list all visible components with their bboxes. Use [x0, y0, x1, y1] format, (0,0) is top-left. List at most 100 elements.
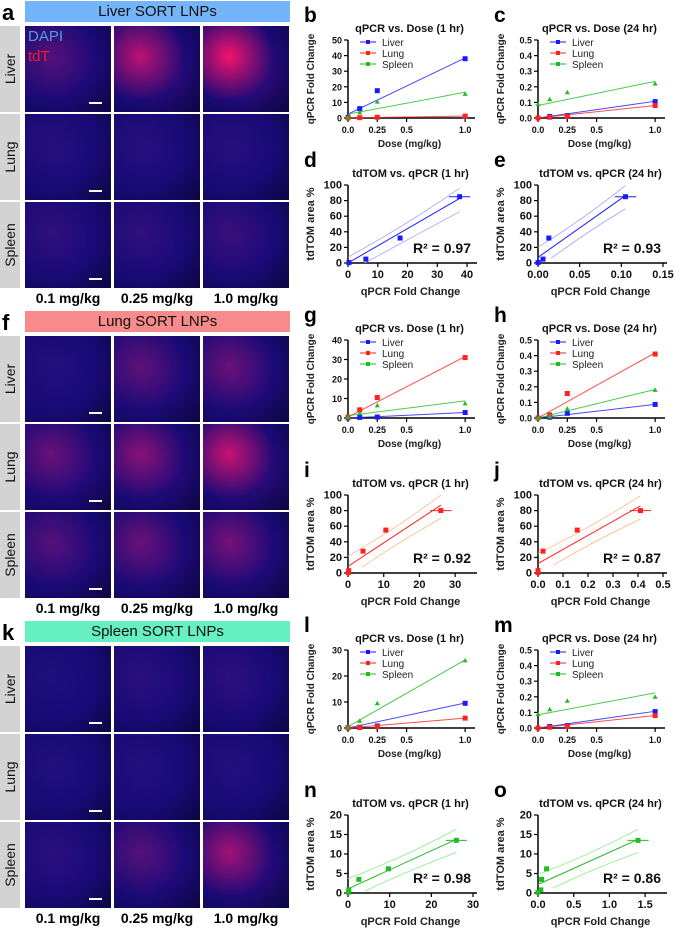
row-label-liver: Liver [0, 646, 20, 732]
x-axis-label: Dose (mg/kg) [378, 439, 441, 450]
x-tick-label: 20 [413, 579, 425, 591]
y-tick-label: 20 [520, 242, 532, 254]
confidence-band-lower [552, 852, 639, 889]
regression-line [347, 504, 442, 567]
panel-letter-d: d [304, 149, 317, 172]
x-tick-label: 1.0 [602, 899, 617, 911]
micrograph-lung-1 [25, 114, 111, 200]
row-label-text: Spleen [2, 223, 18, 267]
data-point [546, 235, 552, 241]
fit-line-liver [537, 100, 656, 119]
x-tick-label: 0.2 [580, 579, 595, 591]
chart-h: h qPCR vs. Dose (24 hr) 0.0 0.1 0.2 0.3 0.4 0.5… [494, 304, 665, 450]
data-point [360, 548, 366, 554]
data-point [346, 568, 352, 574]
y-tick-label: 40 [330, 226, 342, 238]
x-tick-label: 1.5 [637, 899, 652, 911]
y-tick-label: 20 [520, 810, 532, 822]
legend-liver: Liver [382, 648, 404, 659]
data-point [374, 414, 380, 420]
legend-liver: Liver [572, 338, 594, 349]
y-tick-label: 0 [337, 724, 342, 734]
y-tick-label: 60 [520, 211, 532, 223]
legend-spleen: Spleen [382, 670, 413, 681]
panel-letter-g: g [304, 304, 317, 327]
micrograph-spleen-2 [114, 512, 200, 598]
fit-line-liver [537, 710, 656, 729]
data-point [538, 887, 544, 893]
panel-letter-f: f [2, 310, 10, 335]
data-point [652, 351, 658, 357]
y-tick-label: 0 [336, 568, 342, 580]
data-point [535, 115, 541, 121]
data-point [652, 713, 658, 719]
confidence-band-upper [537, 495, 641, 554]
y-tick-label: 100 [514, 490, 532, 502]
legend-spleen: Spleen [572, 360, 603, 371]
fit-line-lung [537, 105, 656, 119]
data-point [345, 724, 351, 730]
y-tick-label: 40 [520, 226, 532, 238]
y-tick-label: 40 [332, 51, 342, 61]
panel-letter-m: m [494, 614, 513, 637]
micrograph-liver-3 [203, 336, 289, 422]
y-tick-label: 80 [520, 195, 532, 207]
data-point [535, 260, 541, 266]
x-axis-label: qPCR Fold Change [361, 286, 461, 298]
micrograph-lung-2 [114, 114, 200, 200]
x-tick-label: 0.4 [630, 579, 646, 591]
micrograph-liver-2 [114, 26, 200, 112]
legend-lung: Lung [572, 349, 594, 360]
x-tick-label: 1.0 [649, 735, 662, 745]
x-tick-label: 0.0 [342, 735, 355, 745]
data-point [357, 407, 363, 413]
data-point [374, 114, 380, 120]
legend-lung: Lung [382, 349, 404, 360]
data-point [462, 355, 468, 361]
data-point [652, 99, 658, 105]
regression-line [537, 505, 641, 565]
group-header-bar: Lung SORT LNPs [25, 311, 290, 332]
data-point [345, 115, 351, 120]
data-point [374, 700, 380, 706]
legend-lung: Lung [572, 49, 594, 60]
data-point [535, 101, 541, 106]
r-squared-label: R² = 0.87 [603, 550, 661, 566]
x-tick-label: 0.1 [555, 579, 570, 591]
y-tick-label: 15 [520, 829, 532, 841]
data-point [462, 657, 468, 663]
y-tick-label: 15 [330, 829, 342, 841]
panel-letter-j: j [493, 459, 500, 482]
y-axis-label: tdTOM area % [305, 817, 317, 890]
chart-title: tdTOM vs. qPCR (24 hr) [539, 798, 662, 810]
data-point [363, 256, 369, 262]
row-label-text: Liver [2, 363, 18, 395]
micrograph-spleen-3 [203, 512, 289, 598]
micrograph-lung-3 [203, 114, 289, 200]
micrograph-liver-2 [114, 646, 200, 732]
y-tick-label: 0.0 [519, 414, 532, 424]
scale-bar [89, 722, 102, 724]
micrograph-spleen-1 [25, 512, 111, 598]
y-tick-label: 20 [520, 552, 532, 564]
y-tick-label: 0 [336, 888, 342, 900]
x-tick-label: 0.15 [652, 269, 673, 281]
y-axis-label: tdTOM area % [495, 817, 507, 890]
panel-letter-h: h [494, 304, 507, 327]
micrograph-lung-2 [114, 424, 200, 510]
y-tick-label: 0.4 [519, 661, 532, 671]
x-axis-label: qPCR Fold Change [551, 596, 651, 608]
y-tick-label: 0.3 [519, 67, 532, 77]
micrograph-liver-2 [114, 336, 200, 422]
data-point [564, 410, 570, 416]
x-tick-label: 1.0 [649, 425, 662, 435]
x-tick-label: 30 [467, 899, 479, 911]
data-point [374, 88, 380, 94]
data-point [462, 91, 468, 96]
scale-bar [89, 898, 102, 900]
chart-n: n tdTOM vs. qPCR (1 hr) 0 5 10 15 20 0 10 20 30 qPC… [304, 779, 479, 928]
y-tick-label: 20 [330, 810, 342, 822]
micrograph-lung-3 [203, 734, 289, 820]
data-point [544, 866, 550, 872]
data-point [346, 260, 352, 266]
